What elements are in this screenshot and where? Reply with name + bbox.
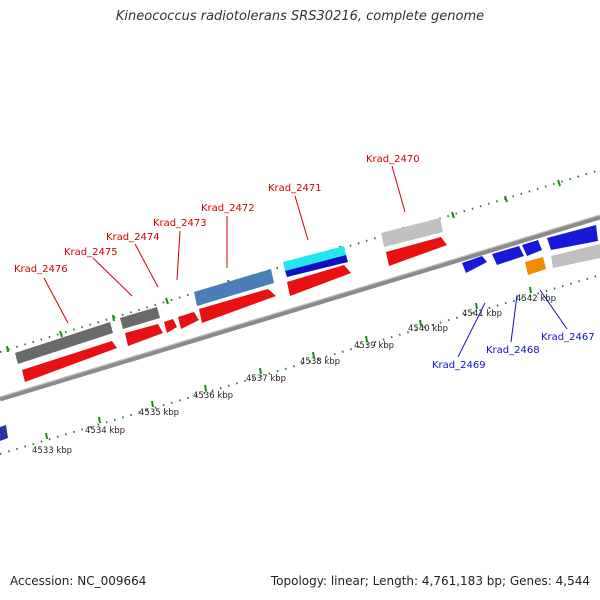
gene-krad-2473-red [178,312,199,329]
topology-text: Topology: linear; Length: 4,761,183 bp; … [270,574,590,588]
kbp-label-4533: 4533 kbp [32,446,72,456]
gene-grey-right [551,244,600,268]
gene-krad-2470-red [386,237,447,266]
kbp-label-4536: 4536 kbp [193,391,233,401]
gene-label-krad-2473: Krad_2473 [153,218,207,229]
gene-krad-2470-grey [381,218,443,247]
gene-krad-2468b-blue [522,240,542,256]
gene-label-krad-2471: Krad_2471 [268,183,322,194]
gene-label-krad-2467: Krad_2467 [541,332,595,343]
kbp-label-4538: 4538 kbp [300,357,340,367]
kbp-label-4537: 4537 kbp [246,374,286,384]
gene-krad-2471-red [287,265,351,296]
label-leaders-forward [43,165,406,324]
gene-label-krad-2468: Krad_2468 [486,345,540,356]
gene-orange [525,257,546,275]
gene-label-krad-2469: Krad_2469 [432,360,486,371]
gene-krad-2469-blue [462,256,487,273]
gene-label-krad-2475: Krad_2475 [64,247,118,258]
gene-krad-2476-grey [15,322,113,364]
accession-text: Accession: NC_009664 [10,574,147,588]
gene-left-edge [0,425,8,441]
kbp-label-4535: 4535 kbp [139,408,179,418]
gene-krad-2467-blue [547,225,598,250]
gene-krad-2468-blue [492,246,524,265]
kbp-label-4542: 4542 kbp [516,294,556,304]
label-leaders-reverse [457,289,568,358]
gene-krad-2475-grey [120,307,160,329]
forward-genes [15,218,447,382]
gene-krad-2476-red [22,341,117,382]
gene-krad-2475-red [125,324,163,346]
gene-label-krad-2474: Krad_2474 [106,232,160,243]
gene-krad-2471-navy [285,255,348,277]
gene-krad-2472-red [199,289,276,323]
gene-label-krad-2472: Krad_2472 [201,203,255,214]
kbp-label-4539: 4539 kbp [354,341,394,351]
map-title: Kineococcus radiotolerans SRS30216, comp… [115,9,485,24]
gene-label-krad-2470: Krad_2470 [366,154,420,165]
gene-krad-2471-cyan [283,246,346,271]
gene-krad-2474-red [164,319,177,333]
kbp-label-4540: 4540 kbp [408,324,448,334]
gene-krad-2472-blue [194,269,274,306]
gene-label-krad-2476: Krad_2476 [14,264,68,275]
major-ticks-lower [45,286,532,440]
reverse-genes [0,225,600,441]
genome-backbone [0,214,600,402]
kbp-label-4534: 4534 kbp [85,426,125,436]
kbp-label-4541: 4541 kbp [462,309,502,319]
